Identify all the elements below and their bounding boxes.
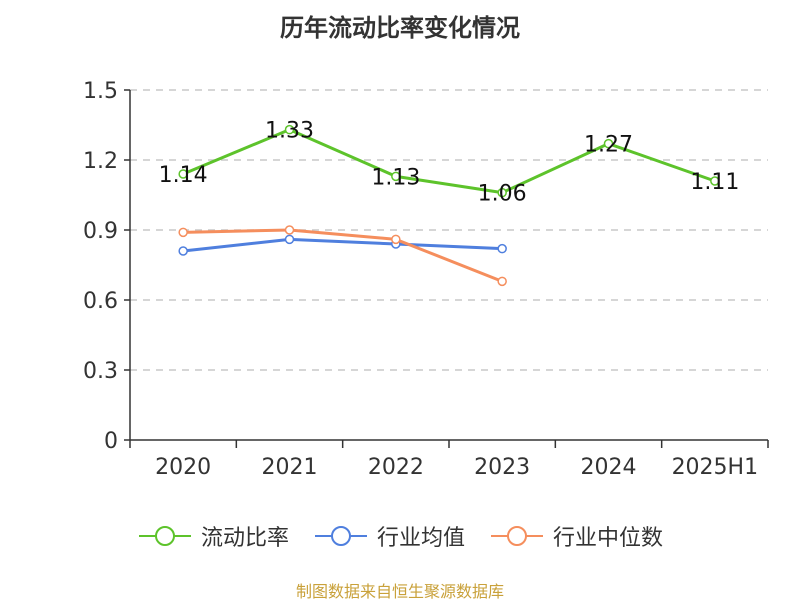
series-line-3 xyxy=(183,228,503,283)
legend-item-industry-average[interactable]: 行业均值 xyxy=(313,520,465,552)
data-label: 1.11 xyxy=(690,170,739,195)
series-line-2 xyxy=(183,237,503,253)
data-point xyxy=(497,243,507,254)
data-point xyxy=(178,169,188,179)
data-point xyxy=(710,176,720,186)
data-point xyxy=(178,227,188,238)
series-line-1 xyxy=(182,128,716,195)
legend-marker-blue xyxy=(314,526,367,546)
x-tick-label: 2021 xyxy=(262,455,318,480)
data-point xyxy=(391,171,401,182)
legend-item-industry-median[interactable]: 行业中位数 xyxy=(489,520,663,552)
data-point xyxy=(284,225,295,235)
y-tick-label: 0.6 xyxy=(83,289,118,314)
legend: 流动比率 行业均值 行业中位数 xyxy=(0,520,800,552)
x-tick-label: 2023 xyxy=(474,455,530,480)
y-tick-label: 0.9 xyxy=(83,219,118,244)
data-point xyxy=(497,187,507,198)
source-note: 制图数据来自恒生聚源数据库 xyxy=(295,582,504,601)
legend-marker-orange xyxy=(491,526,543,546)
data-point xyxy=(603,138,614,149)
data-point xyxy=(284,234,295,245)
y-tick-label: 1.2 xyxy=(83,149,118,174)
data-label: 1.33 xyxy=(265,119,314,144)
x-tick-label: 2024 xyxy=(581,455,637,480)
data-point xyxy=(391,234,401,245)
data-point xyxy=(178,246,188,256)
legend-label: 流动比率 xyxy=(200,526,289,551)
legend-marker-green xyxy=(138,526,191,546)
data-label: 1.06 xyxy=(478,182,527,207)
data-label: 1.14 xyxy=(159,163,208,188)
y-tick-label: 1.5 xyxy=(83,79,118,104)
legend-label: 行业均值 xyxy=(376,526,465,551)
x-tick-label: 2020 xyxy=(155,455,211,480)
data-point xyxy=(497,276,507,287)
legend-label: 行业中位数 xyxy=(553,526,664,551)
data-label: 1.13 xyxy=(371,165,420,190)
data-label: 1.27 xyxy=(584,133,633,158)
y-tick-label: 0 xyxy=(104,429,118,454)
x-tick-label: 2025H1 xyxy=(672,455,759,480)
chart-title: 历年流动比率变化情况 xyxy=(280,14,520,42)
legend-item-current-ratio[interactable]: 流动比率 xyxy=(137,520,289,552)
x-tick-label: 2022 xyxy=(368,455,424,480)
y-tick-label: 0.3 xyxy=(83,359,118,384)
data-point xyxy=(284,124,295,135)
